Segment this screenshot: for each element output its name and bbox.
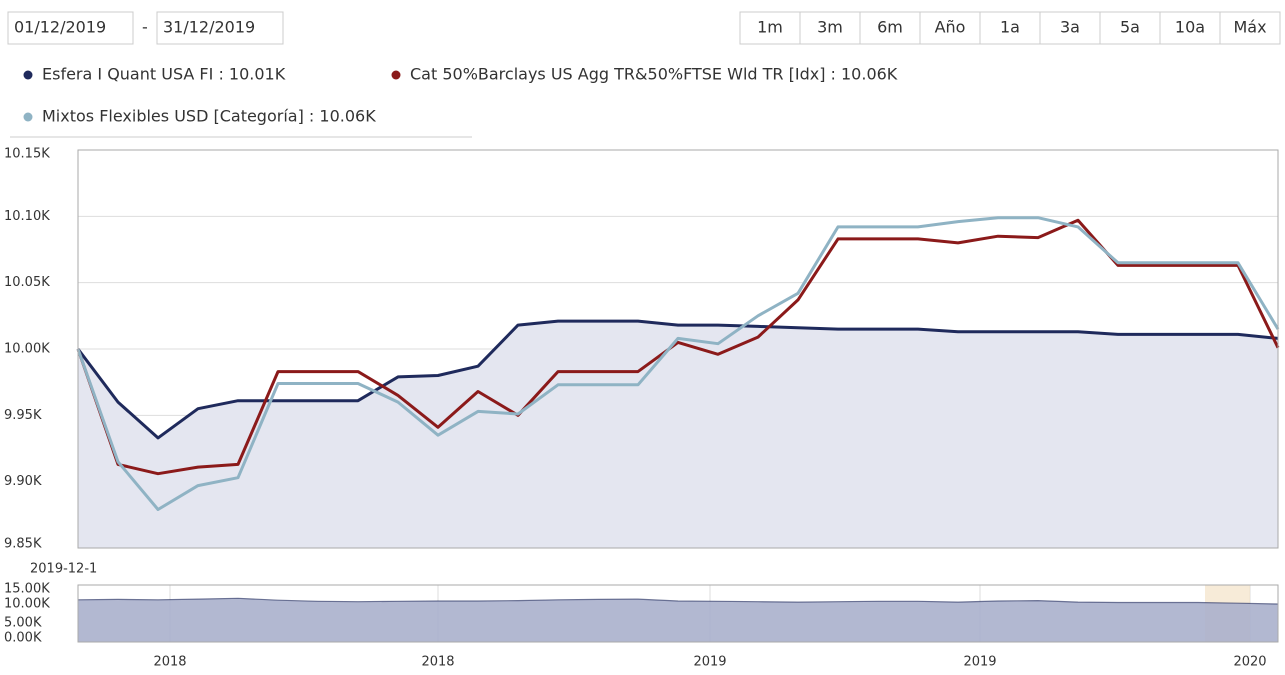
range-button[interactable] xyxy=(1219,11,1281,45)
y-tick-label: 9.90K xyxy=(4,474,42,489)
series-line xyxy=(76,216,1280,511)
x-tick-label: 2020 xyxy=(1233,655,1266,670)
x-tick-label: 2019 xyxy=(963,655,996,670)
end-date-input[interactable] xyxy=(156,11,284,45)
range-button-label[interactable]: 3m xyxy=(817,18,843,37)
range-button[interactable] xyxy=(739,11,801,45)
legend-label: Cat 50%Barclays US Agg TR&50%FTSE Wld TR… xyxy=(410,65,898,84)
plot-border xyxy=(77,149,1279,549)
x-tick-label: 2019 xyxy=(693,655,726,670)
y-tick-label: 10.05K xyxy=(4,275,50,290)
range-button-label[interactable]: 1a xyxy=(1000,18,1020,37)
y-tick-label: 0.00K xyxy=(4,631,42,646)
y-tick-label: 10.15K xyxy=(4,147,50,162)
range-button-label[interactable]: 1m xyxy=(757,18,783,37)
range-button[interactable] xyxy=(1099,11,1161,45)
y-tick-label: 15.00K xyxy=(4,582,50,597)
range-button-label[interactable]: Año xyxy=(935,18,966,37)
x-tick-label: 2018 xyxy=(153,655,186,670)
area-fill xyxy=(78,598,1278,642)
series-line xyxy=(76,319,1279,440)
legend-marker xyxy=(391,70,401,80)
legend-label: Mixtos Flexibles USD [Categoría] : 10.06… xyxy=(42,107,376,126)
legend-marker xyxy=(23,70,33,80)
series-line xyxy=(77,597,1279,605)
area-fill xyxy=(78,321,1278,548)
range-button-label[interactable]: 6m xyxy=(877,18,903,37)
date-separator: - xyxy=(142,18,148,37)
y-tick-label: 10.00K xyxy=(4,597,50,612)
y-tick-label: 10.10K xyxy=(4,209,50,224)
start-date[interactable]: 01/12/2019 xyxy=(14,18,106,37)
end-date[interactable]: 31/12/2019 xyxy=(163,18,255,37)
start-date-input[interactable] xyxy=(7,11,134,45)
legend-label: Esfera I Quant USA FI : 10.01K xyxy=(42,65,286,84)
range-button-label[interactable]: 5a xyxy=(1120,18,1140,37)
navigator-date: 2019-12-1 xyxy=(30,562,97,577)
range-button-label[interactable]: 3a xyxy=(1060,18,1080,37)
y-tick-label: 5.00K xyxy=(4,616,42,631)
series-line xyxy=(76,218,1280,476)
y-tick-label: 10.00K xyxy=(4,342,50,357)
range-button-label[interactable]: 10a xyxy=(1175,18,1205,37)
range-button[interactable] xyxy=(1159,11,1221,45)
range-button-label[interactable]: Máx xyxy=(1233,18,1266,37)
y-tick-label: 9.85K xyxy=(4,537,42,552)
legend-marker xyxy=(23,112,33,122)
plot-border xyxy=(77,584,1279,643)
x-tick-label: 2018 xyxy=(421,655,454,670)
y-tick-label: 9.95K xyxy=(4,408,42,423)
